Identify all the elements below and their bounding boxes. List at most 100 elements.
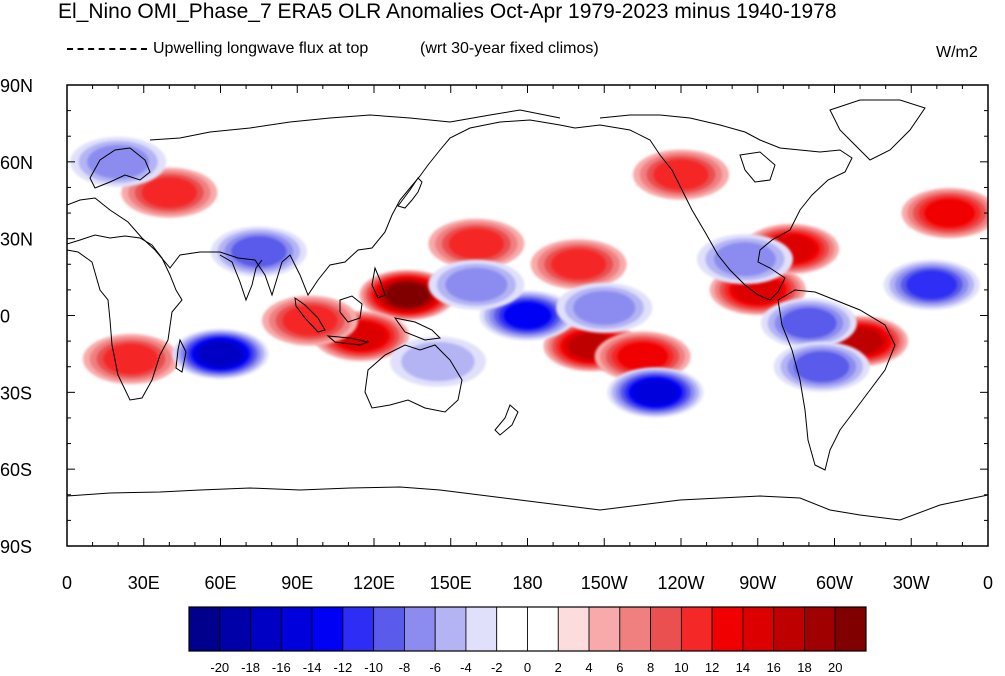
anomaly-blob-15-level-3 [231,236,287,267]
plot-title: El_Nino OMI_Phase_7 ERA5 OLR Anomalies O… [58,0,837,23]
colorbar-label: 18 [797,660,811,675]
coastline-new-zealand [494,404,519,436]
units-label: W/m2 [936,44,978,61]
anomaly-blob-14-level-7 [198,341,243,367]
lon-label: 90E [281,573,313,593]
anomaly-blob-13-level-3 [653,159,709,191]
lat-label: 0 [0,307,10,327]
colorbar-label: 10 [674,660,688,675]
anomaly-blob-17-level-2 [445,267,508,302]
colorbar-swatch [373,606,405,652]
coastline-india [219,254,263,302]
coastline-philippines [371,266,386,299]
colorbar-swatch [250,606,282,652]
lon-label: 90W [739,573,776,593]
colorbar-swatch [804,606,836,652]
anomaly-blob-18-level-2 [573,290,636,325]
anomaly-blob-20-level-3 [781,307,837,339]
colorbar-swatch [680,606,713,652]
colorbar-swatch [188,606,221,652]
coastline-north-america [574,114,853,301]
lat-label: 30S [0,383,32,403]
lon-label: 30E [128,573,160,593]
colorbar-label: -4 [460,660,472,675]
colorbar-swatch [280,606,313,652]
colorbar-label: -10 [364,660,383,675]
coastline-new-guinea [393,317,442,341]
colorbar-swatch [588,606,621,652]
subtitle-right: (wrt 30-year fixed climos) [420,40,599,57]
coastline-south-america [777,289,896,471]
lon-label: 150W [581,573,628,593]
colorbar-label: 4 [585,660,592,675]
lon-label: 120E [353,573,395,593]
colorbar-label: -16 [272,660,291,675]
colorbar-swatch [311,606,344,652]
colorbar-swatch [527,606,559,652]
lon-label: 60E [204,573,236,593]
colorbar-swatch [496,606,528,652]
coastlines [67,99,988,521]
anomaly-blob-24-level-2 [87,144,150,179]
anomaly-blob-19-level-6 [632,379,678,406]
colorbar-swatch [434,606,467,652]
anomaly-blob-16-level-5 [503,301,552,330]
colorbar-label: 12 [705,660,719,675]
anomaly-blob-10-level-3 [103,343,159,375]
colorbar-swatch [773,606,805,652]
colorbar-swatch [650,606,682,652]
coastline-greenland [829,99,926,161]
dashed-line-sample [67,47,147,50]
lat-label: 90S [0,537,32,557]
colorbar-label: 8 [647,660,654,675]
colorbar-label: -2 [491,660,503,675]
colorbar-label: -8 [399,660,411,675]
anomaly-blob-0-level-8 [386,282,429,308]
anomaly-blob-23-level-2 [713,242,776,277]
lon-label: 180 [512,573,542,593]
anomaly-blob-11-level-3 [141,177,197,208]
lat-label: 90N [0,76,33,96]
legend-line: Upwelling longwave flux at top [67,40,368,58]
colorbar-label: -12 [333,660,352,675]
colorbar-label: -20 [210,660,229,675]
colorbar-label: 0 [524,660,531,675]
anomaly-blob-21-level-3 [794,351,850,383]
coastline-japan [397,177,423,209]
colorbar-label: 6 [616,660,623,675]
coastline-java [326,335,370,346]
legend-text: Upwelling longwave flux at top [153,40,369,57]
colorbar-label: -18 [241,660,260,675]
lon-label: 150E [430,573,472,593]
lat-label: 60N [0,153,33,173]
colorbar-swatch [465,606,498,652]
colorbar-swatch [711,606,744,652]
lon-label: 60W [816,573,853,593]
anomaly-blob-12-level-4 [924,198,975,228]
colorbar-frame [188,606,867,652]
lat-label: 30N [0,230,33,250]
lon-label: 0 [983,573,993,593]
coastline-antarctica [67,486,988,521]
colorbar-swatch [834,606,867,652]
anomaly-blob-6-level-3 [551,248,607,280]
lat-label: 60S [0,460,32,480]
axis-ticks [66,84,989,547]
lon-label: 0 [62,573,72,593]
colorbar-swatch [557,606,590,652]
coastline-africa [67,234,183,401]
coastline-madagascar [175,338,187,373]
colorbar-swatch [404,606,436,652]
colorbar-label: 14 [736,660,750,675]
coastline-sumatra [294,296,326,333]
coastline-arctic-eurasia [149,109,561,141]
anomaly-blob-22-level-4 [906,270,958,300]
anomaly-blob-5-level-4 [617,342,668,371]
anomaly-blob-3-level-3 [448,228,504,260]
axis-labels: 90N 60N 30N 0 30S 60S 90S 0 30E 60E 90E 120E 150E 180… [0,76,993,593]
coastline-hudson-bay [739,151,776,183]
coastline-australia [364,344,463,413]
anomaly-field [70,136,988,418]
colorbar-label: -14 [303,660,322,675]
